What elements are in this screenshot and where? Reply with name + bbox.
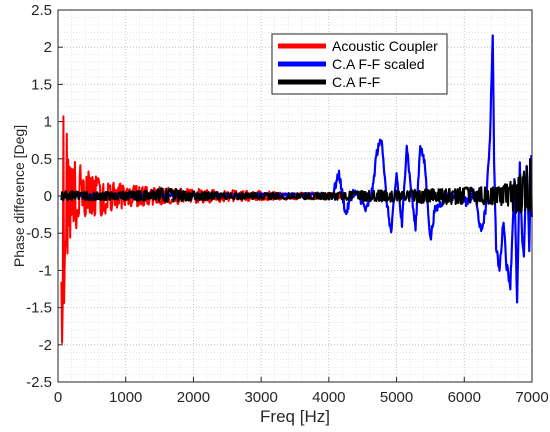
y-tick-label: 2.5 [31,2,52,19]
legend: Acoustic Coupler C.A F-F scaled C.A F-F [271,33,448,95]
x-tick-label: 2000 [177,389,210,406]
x-tick-label: 0 [54,389,62,406]
x-tick-label: 6000 [448,389,481,406]
x-tick-label: 4000 [312,389,345,406]
x-axis-label: Freq [Hz] [260,407,330,426]
y-axis-label: Phase difference [Deg] [11,125,27,267]
legend-label-ca-ff-scaled: C.A F-F scaled [332,56,425,72]
x-tick-label: 7000 [515,389,548,406]
y-axis-ticks: 2.5 2 1.5 1 0.5 0 -0.5 -1 -1.5 -2 -2.5 [26,2,63,391]
y-tick-label: 0 [44,188,52,205]
series-layer [60,34,533,344]
y-tick-label: 1.5 [31,76,52,93]
y-tick-label: -2.5 [26,374,52,391]
y-tick-label: -0.5 [26,225,52,242]
legend-label-ca-ff: C.A F-F [332,74,380,90]
legend-label-acoustic-coupler: Acoustic Coupler [332,38,438,54]
y-tick-label: 2 [44,39,52,56]
series-line-ca-ff [60,157,533,217]
x-tick-label: 1000 [109,389,142,406]
y-tick-label: 1 [44,114,52,131]
y-tick-label: -1.5 [26,300,52,317]
x-axis-ticks: 0 1000 2000 3000 4000 5000 6000 7000 [54,377,549,406]
y-tick-label: -2 [39,337,52,354]
x-tick-label: 5000 [380,389,413,406]
y-tick-label: -1 [39,262,52,279]
x-tick-label: 3000 [244,389,277,406]
y-tick-label: 0.5 [31,151,52,168]
